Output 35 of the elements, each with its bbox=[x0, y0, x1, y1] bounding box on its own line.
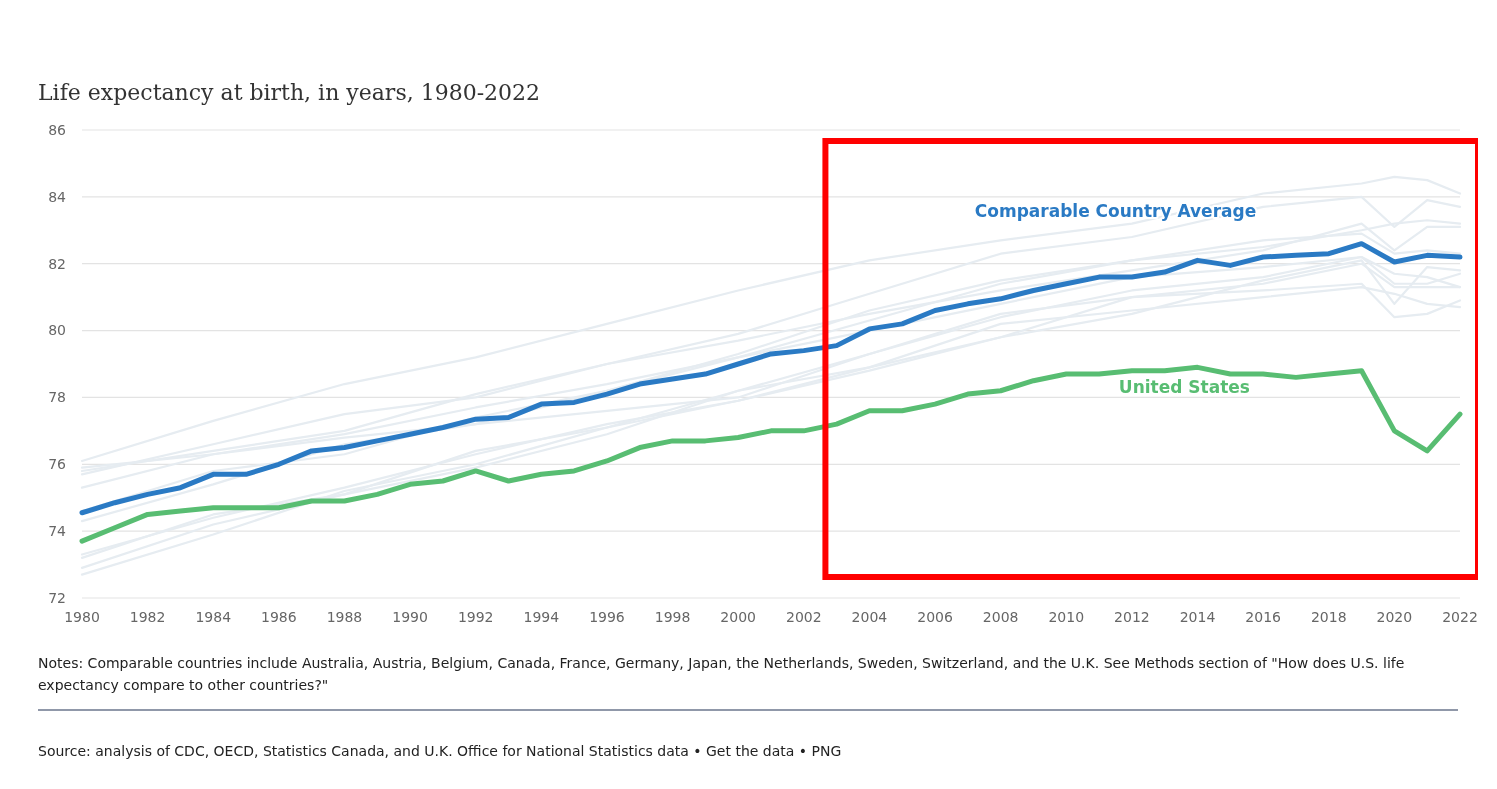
y-tick-label: 76 bbox=[48, 456, 67, 473]
x-tick-label: 1994 bbox=[523, 609, 560, 625]
x-tick-label: 2004 bbox=[851, 609, 888, 625]
x-tick-label: 1980 bbox=[64, 609, 100, 625]
y-tick-label: 80 bbox=[48, 322, 66, 339]
x-tick-label: 2006 bbox=[917, 609, 953, 625]
y-tick-label: 78 bbox=[48, 389, 66, 406]
source-note: Source: analysis of CDC, OECD, Statistics Canada, and U.K. Office for National Statistics data • Get the data • PNG bbox=[38, 743, 842, 759]
x-tick-label: 2012 bbox=[1114, 609, 1150, 625]
x-tick-label: 2014 bbox=[1179, 609, 1216, 625]
text: Comparable Country Average bbox=[974, 201, 1257, 222]
x-tick-label: 2016 bbox=[1245, 609, 1282, 625]
x-tick-label: 1982 bbox=[129, 609, 166, 625]
y-tick-label: 86 bbox=[48, 121, 67, 138]
x-tick-label: 1984 bbox=[195, 609, 232, 625]
y-tick-label: 84 bbox=[48, 188, 67, 205]
x-tick-label: 1986 bbox=[261, 609, 297, 625]
y-tick-label: 74 bbox=[48, 523, 67, 540]
text: Notes: Comparable countries include Australia, Austria, Belgium, Canada, France, Germany, Japan, the Netherlands, Sweden, Switzerland, and the U.K. See Methods section of "How does U.S. life expectancy compare to other countries?" bbox=[38, 655, 1405, 693]
x-tick-label: 2022 bbox=[1442, 609, 1478, 625]
x-tick-label: 2018 bbox=[1310, 609, 1347, 625]
x-tick-label: 1992 bbox=[457, 609, 494, 625]
x-tick-label: 1998 bbox=[654, 609, 691, 625]
series-label: United States bbox=[1118, 377, 1250, 398]
x-tick-label: 1990 bbox=[392, 609, 428, 625]
x-tick-label: 2000 bbox=[720, 609, 757, 625]
y-tick-label: 72 bbox=[48, 589, 66, 606]
x-tick-label: 2002 bbox=[785, 609, 822, 625]
x-tick-label: 2010 bbox=[1048, 609, 1085, 625]
y-tick-label: 82 bbox=[48, 255, 66, 272]
chart-title: Life expectancy at birth, in years, 1980-2022 bbox=[38, 80, 541, 105]
x-tick-label: 1996 bbox=[589, 609, 625, 625]
x-tick-label: 2008 bbox=[982, 609, 1019, 625]
x-tick-label: 1988 bbox=[326, 609, 363, 625]
x-tick-label: 2020 bbox=[1376, 609, 1413, 625]
